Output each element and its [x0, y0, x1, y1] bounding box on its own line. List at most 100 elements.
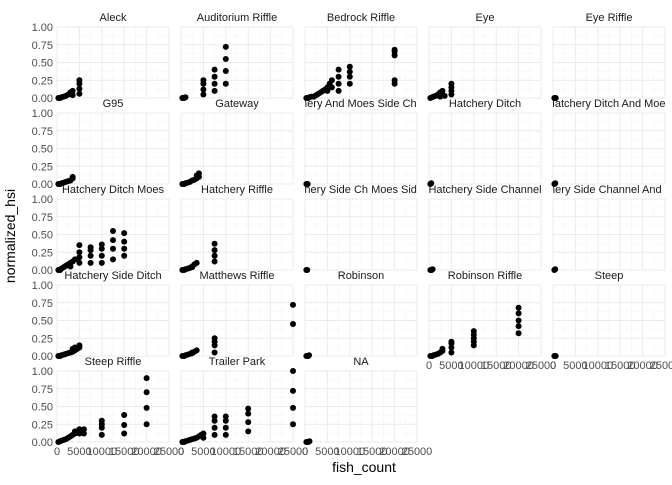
data-point — [121, 230, 128, 237]
data-point — [98, 431, 105, 438]
y-tick-label: 0.50 — [32, 402, 53, 414]
data-point — [110, 256, 116, 263]
x-tick-label: 5000 — [563, 360, 587, 372]
data-point — [222, 55, 229, 62]
data-point — [80, 426, 87, 433]
facet-title: Hatchery Ditch And Moes — [547, 98, 672, 110]
data-point — [76, 77, 83, 84]
facet-panel: Hatchery Ditch — [427, 98, 542, 187]
data-point — [76, 259, 83, 266]
data-point — [448, 349, 455, 356]
y-tick-label: 0.00 — [32, 437, 53, 449]
data-point — [121, 412, 128, 419]
facet-panel: Hatchery Side Ditch 0.00 0.25 0.50 0.75 1.00 — [32, 270, 170, 363]
y-tick-label: 0.75 — [32, 212, 53, 224]
facet-title: Robinson — [338, 270, 384, 282]
data-point — [439, 87, 446, 94]
y-tick-label: 1.00 — [32, 22, 53, 34]
data-point — [391, 46, 398, 53]
y-tick-label: 1.00 — [32, 108, 53, 120]
y-tick-label: 0.50 — [32, 230, 53, 242]
data-point — [121, 245, 128, 252]
data-point — [222, 417, 229, 424]
data-point — [211, 417, 218, 424]
data-point — [87, 252, 94, 259]
y-tick-label: 0.00 — [32, 179, 53, 191]
x-axis-label: fish_count — [332, 459, 396, 475]
data-point — [306, 352, 313, 359]
facet-title: G95 — [103, 98, 124, 110]
data-point — [121, 238, 128, 245]
y-tick-label: 0.25 — [32, 333, 53, 345]
facet-title: Robinson Riffle — [448, 270, 522, 282]
data-point — [98, 259, 105, 266]
data-point — [328, 77, 335, 84]
x-tick-label: 15000 — [481, 360, 512, 372]
data-point — [211, 80, 218, 87]
panels-layer: Aleck 0.00 0.25 0.50 0.75 1.00 Auditorium Riff… — [32, 12, 672, 458]
facet-title: NA — [353, 356, 369, 368]
facet-title: Hatchery Ditch Moes — [62, 184, 165, 196]
facet-title: Hatchery Side Ditch — [64, 270, 161, 282]
x-tick-label: 10000 — [87, 446, 118, 458]
data-point — [211, 66, 218, 73]
data-point — [437, 93, 444, 100]
data-point — [245, 428, 252, 435]
data-point — [222, 80, 229, 87]
data-point — [193, 259, 200, 266]
data-point — [200, 434, 207, 441]
data-point — [346, 80, 353, 87]
data-point — [245, 405, 252, 412]
data-point — [200, 430, 207, 437]
data-point — [98, 252, 105, 259]
data-point — [121, 252, 128, 259]
y-tick-label: 0.25 — [32, 161, 53, 173]
data-point — [110, 237, 116, 244]
facet-title: Hatchery And Moes Side Channel — [278, 98, 443, 110]
data-point — [110, 227, 116, 234]
x-tick-label: 10000 — [459, 360, 490, 372]
data-point — [245, 419, 252, 426]
data-point — [304, 267, 311, 273]
x-tick-label: 5000 — [67, 446, 91, 458]
data-point — [222, 413, 229, 420]
x-tick-label: 5000 — [315, 446, 339, 458]
facet-panel: G95 0.00 0.25 0.50 0.75 1.00 — [32, 98, 170, 191]
data-point — [76, 249, 83, 256]
data-point — [87, 244, 94, 251]
data-point — [211, 73, 218, 80]
facet-panel: Auditorium Riffle — [179, 12, 294, 101]
data-point — [76, 254, 83, 261]
y-tick-label: 0.50 — [32, 144, 53, 156]
data-point — [428, 180, 435, 187]
data-point — [200, 77, 207, 84]
data-point — [76, 342, 83, 349]
facet-panel: Hatchery Side Channel — [427, 184, 542, 273]
data-point — [335, 87, 342, 94]
x-tick-label: 10000 — [211, 446, 242, 458]
data-point — [324, 87, 331, 94]
x-tick-label: 0 — [550, 360, 556, 372]
data-point — [98, 417, 105, 424]
facet-title: Trailer Park — [209, 356, 266, 368]
data-point — [211, 240, 218, 247]
facet-panel: Hatchery Riffle — [179, 184, 294, 273]
y-tick-label: 0.50 — [32, 316, 53, 328]
data-point — [515, 310, 522, 317]
y-tick-label: 0.75 — [32, 384, 53, 396]
y-tick-label: 0.75 — [32, 40, 53, 52]
facet-title: Aleck — [100, 12, 127, 24]
x-tick-label: 10000 — [335, 446, 366, 458]
data-point — [448, 338, 455, 345]
data-point — [98, 241, 105, 248]
data-point — [143, 389, 150, 396]
x-tick-label: 20000 — [627, 360, 658, 372]
data-point — [290, 421, 296, 428]
data-point — [552, 353, 559, 359]
data-point — [121, 430, 128, 437]
y-tick-label: 0.75 — [32, 126, 53, 138]
